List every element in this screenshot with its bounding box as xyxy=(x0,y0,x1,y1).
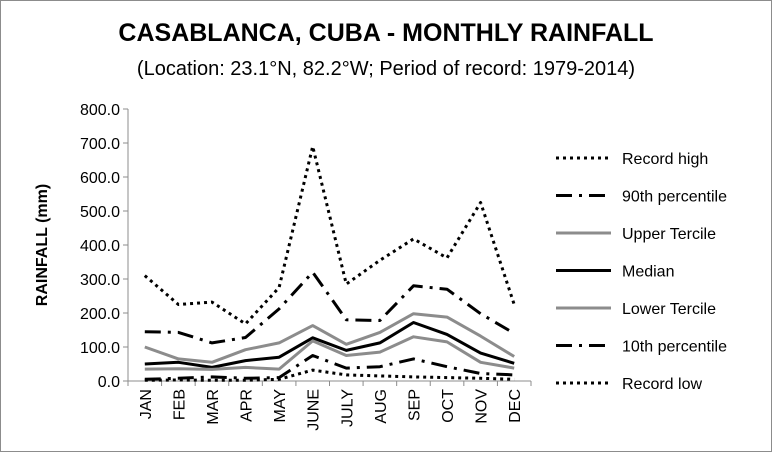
x-tick-label: MAY xyxy=(272,389,289,423)
y-tick-label: 500.0 xyxy=(80,204,120,221)
y-tick-label: 800.0 xyxy=(80,102,120,119)
x-tick-label: DEC xyxy=(507,389,524,423)
series-line-90th-percentile xyxy=(145,272,514,343)
legend-entry: Lower Tercile xyxy=(622,301,716,318)
series-line-record-low xyxy=(145,370,514,380)
series-line-record-high xyxy=(145,146,514,324)
y-tick-label: 200.0 xyxy=(80,306,120,323)
legend-entry: Median xyxy=(622,264,674,281)
y-tick-label: 100.0 xyxy=(80,340,120,357)
x-tick-label: FEB xyxy=(171,389,188,420)
x-tick-label: SEP xyxy=(406,389,423,421)
x-tick-label: JAN xyxy=(138,389,155,419)
y-tick-label: 600.0 xyxy=(80,170,120,187)
x-tick-label: OCT xyxy=(440,389,457,423)
series-line-10th-percentile xyxy=(145,356,514,380)
y-tick-label: 700.0 xyxy=(80,136,120,153)
y-tick-label: 400.0 xyxy=(80,238,120,255)
line-chart: 0.0 100.0 200.0 300.0 400.0 500.0 600.0 700.0 80… xyxy=(1,1,771,451)
x-tick-label: APR xyxy=(239,389,256,422)
legend-entry: 10th percentile xyxy=(622,339,727,356)
legend-entry: Record high xyxy=(622,151,708,168)
chart-frame: CASABLANCA, CUBA - MONTHLY RAINFALL (Loc… xyxy=(0,0,772,452)
y-axis-label: RAINFALL (mm) xyxy=(34,184,51,306)
x-tick-label: JUNE xyxy=(306,389,323,431)
x-tick-label: AUG xyxy=(373,389,390,424)
x-tick-label: NOV xyxy=(474,389,491,424)
x-tick-label: JULY xyxy=(339,389,356,427)
legend-entry: Upper Tercile xyxy=(622,226,716,243)
legend-entry: 90th percentile xyxy=(622,189,727,206)
x-tick-label: MAR xyxy=(205,389,222,425)
legend-entry: Record low xyxy=(622,376,702,393)
y-tick-label: 0.0 xyxy=(98,374,120,391)
y-tick-label: 300.0 xyxy=(80,272,120,289)
